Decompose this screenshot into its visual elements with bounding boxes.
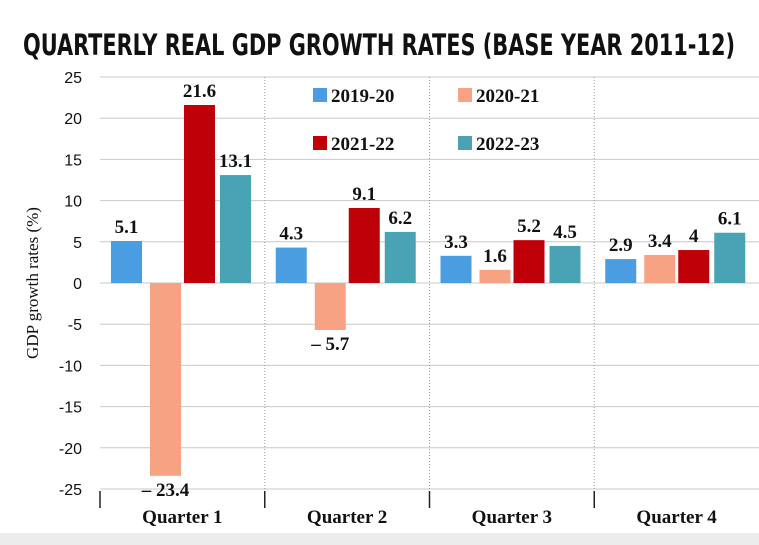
bar-2019-20-q1 — [111, 240, 142, 283]
legend-label: 2022-23 — [476, 134, 539, 155]
data-label: 4 — [689, 226, 699, 247]
bar-2020-21-q4 — [644, 254, 676, 283]
legend-label: 2021-22 — [331, 134, 394, 155]
y-tick-label: -25 — [59, 482, 82, 499]
bar-2021-22-q2 — [348, 208, 380, 283]
y-tick-label: 15 — [64, 152, 82, 169]
data-label: 13.1 — [219, 151, 252, 172]
data-label: 1.6 — [483, 246, 507, 267]
x-category-label: Quarter 2 — [307, 507, 387, 528]
y-tick-label: 5 — [73, 235, 82, 252]
bar-2020-21-q3 — [479, 269, 511, 283]
data-label: 4.5 — [553, 222, 577, 243]
data-label: 3.3 — [444, 232, 468, 253]
x-category-label: Quarter 4 — [636, 507, 717, 528]
bar-2022-23-q1 — [220, 175, 251, 283]
y-tick-label: -10 — [59, 358, 82, 375]
data-label: 21.6 — [183, 81, 216, 102]
chart-title: QUARTERLY REAL GDP GROWTH RATES (BASE YE… — [23, 28, 735, 62]
legend-swatch — [458, 136, 472, 150]
y-tick-label: 25 — [64, 70, 82, 87]
bar-2021-22-q4 — [678, 250, 710, 283]
bar-2019-20-q2 — [275, 247, 307, 283]
bottom-band — [0, 533, 759, 545]
x-category-label: Quarter 3 — [472, 507, 552, 528]
data-label: – 5.7 — [310, 334, 350, 355]
y-tick-label: -20 — [59, 441, 82, 458]
y-tick-label: 0 — [73, 276, 82, 293]
x-category-label: Quarter 1 — [142, 507, 222, 528]
data-label: 3.4 — [648, 231, 672, 252]
legend-label: 2020-21 — [476, 86, 539, 107]
legend-swatch — [313, 88, 327, 102]
bar-2022-23-q3 — [549, 245, 581, 283]
data-label: 6.1 — [718, 209, 742, 230]
data-label: 4.3 — [279, 224, 303, 245]
data-label: 6.2 — [388, 208, 412, 229]
data-label: 5.2 — [517, 216, 541, 237]
data-label: 2.9 — [609, 235, 633, 256]
bar-2022-23-q4 — [714, 232, 746, 283]
y-tick-label: -15 — [59, 400, 82, 417]
bar-2020-21-q1 — [150, 283, 181, 476]
data-label: 5.1 — [115, 217, 139, 238]
bar-2021-22-q1 — [184, 105, 215, 284]
legend-label: 2019-20 — [331, 86, 394, 107]
y-tick-label: -5 — [68, 317, 82, 334]
legend-swatch — [458, 88, 472, 102]
y-tick-label: 10 — [64, 194, 82, 211]
bar-2019-20-q3 — [440, 255, 472, 283]
bar-2019-20-q4 — [605, 259, 637, 283]
data-label: – 23.4 — [141, 480, 190, 501]
bar-2020-21-q2 — [314, 283, 346, 330]
y-tick-label: 20 — [64, 111, 82, 128]
bar-2021-22-q3 — [513, 240, 545, 283]
bar-2022-23-q2 — [384, 231, 416, 283]
legend-swatch — [313, 136, 327, 150]
data-label: 9.1 — [352, 184, 376, 205]
y-axis-label: GDP growth rates (%) — [23, 207, 42, 359]
